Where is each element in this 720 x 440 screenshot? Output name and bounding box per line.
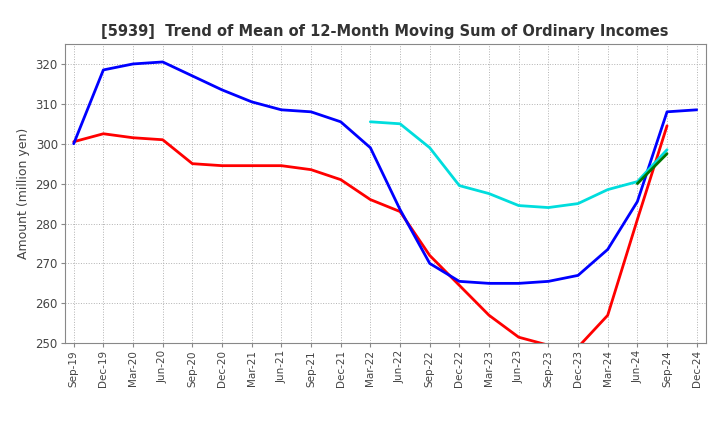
Y-axis label: Amount (million yen): Amount (million yen) xyxy=(17,128,30,259)
Title: [5939]  Trend of Mean of 12-Month Moving Sum of Ordinary Incomes: [5939] Trend of Mean of 12-Month Moving … xyxy=(102,24,669,39)
